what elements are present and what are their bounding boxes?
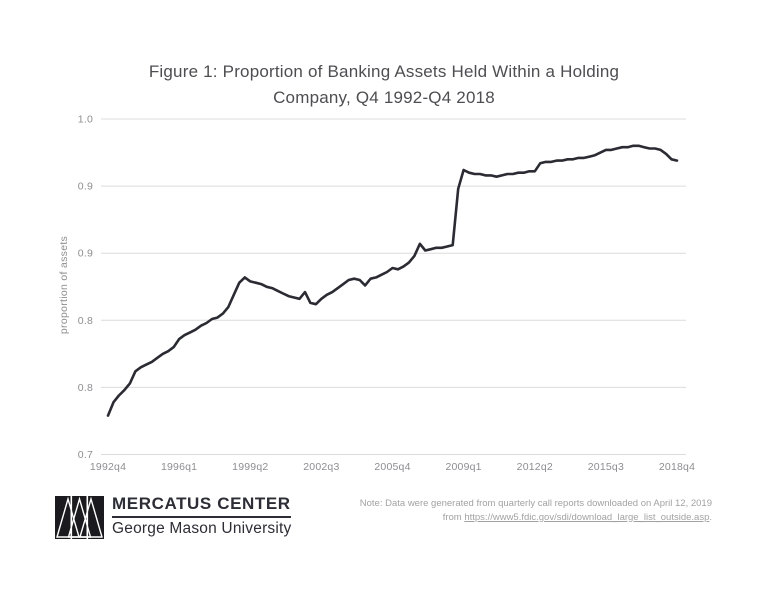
x-tick-label: 1992q4: [90, 461, 126, 473]
y-tick-label: 1.0: [78, 114, 93, 126]
mercatus-logo-text: MERCATUS CENTER George Mason University: [112, 494, 292, 538]
source-note-line1: Note: Data were generated from quarterly…: [359, 498, 712, 509]
mercatus-logo-icon: [55, 496, 104, 539]
figure-title-line1: Figure 1: Proportion of Banking Assets H…: [148, 62, 620, 81]
x-tick-label: 2002q3: [303, 461, 339, 473]
fdic-data-link[interactable]: https://www5.fdic.gov/sdi/download_large…: [464, 511, 710, 523]
x-tick-label: 2009q1: [445, 461, 481, 473]
x-tick-label: 2018q4: [659, 461, 695, 473]
y-tick-label: 0.8: [78, 315, 93, 327]
logo-university-name: George Mason University: [112, 520, 292, 537]
y-tick-label: 0.9: [78, 248, 93, 260]
x-tick-label: 2015q3: [588, 461, 624, 473]
figure-title-line2: Company, Q4 1992-Q4 2018: [273, 88, 495, 107]
logo-org-name: MERCATUS CENTER: [112, 494, 292, 518]
y-tick-label: 0.7: [78, 449, 93, 461]
x-tick-label: 1999q2: [232, 461, 268, 473]
y-tick-label: 0.8: [78, 382, 93, 394]
x-tick-label: 1996q1: [161, 461, 197, 473]
source-note-line2: from https://www5.fdic.gov/sdi/download_…: [442, 511, 712, 523]
figure-title: Figure 1: Proportion of Banking Assets H…: [0, 59, 768, 111]
x-tick-label: 2005q4: [374, 461, 410, 473]
x-tick-label: 2012q2: [517, 461, 553, 473]
y-tick-label: 0.9: [78, 181, 93, 193]
source-note: Note: Data were generated from quarterly…: [360, 497, 712, 524]
data-line-series: [106, 144, 679, 417]
